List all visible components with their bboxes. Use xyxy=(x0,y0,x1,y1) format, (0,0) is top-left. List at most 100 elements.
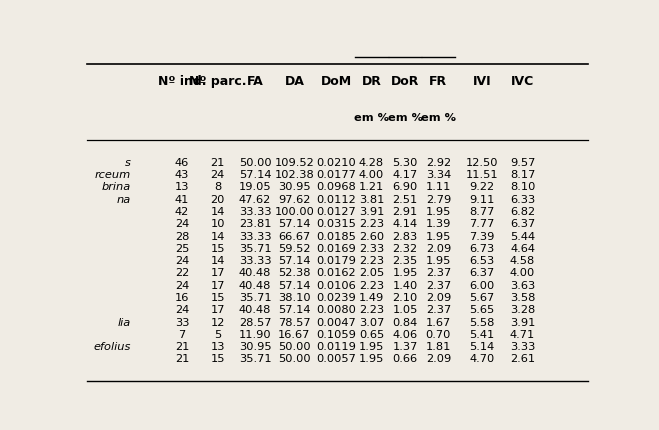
Text: 102.38: 102.38 xyxy=(274,170,314,180)
Text: 42: 42 xyxy=(175,206,189,217)
Text: 57.14: 57.14 xyxy=(278,255,310,265)
Text: 7: 7 xyxy=(179,329,186,339)
Text: 1.95: 1.95 xyxy=(426,231,451,241)
Text: 11.51: 11.51 xyxy=(465,170,498,180)
Text: DoR: DoR xyxy=(391,75,419,88)
Text: 35.71: 35.71 xyxy=(239,292,272,302)
Text: 9.22: 9.22 xyxy=(469,182,494,192)
Text: 1.49: 1.49 xyxy=(358,292,384,302)
Text: 0.0169: 0.0169 xyxy=(316,243,356,253)
Text: 1.67: 1.67 xyxy=(426,317,451,327)
Text: 6.53: 6.53 xyxy=(469,255,494,265)
Text: 5.67: 5.67 xyxy=(469,292,494,302)
Text: 20: 20 xyxy=(210,194,225,204)
Text: 43: 43 xyxy=(175,170,189,180)
Text: 3.34: 3.34 xyxy=(426,170,451,180)
Text: 9.11: 9.11 xyxy=(469,194,494,204)
Text: em %: em % xyxy=(421,113,456,123)
Text: 40.48: 40.48 xyxy=(239,268,272,278)
Text: 3.33: 3.33 xyxy=(510,341,535,351)
Text: 6.73: 6.73 xyxy=(469,243,494,253)
Text: 24: 24 xyxy=(175,304,189,314)
Text: 3.91: 3.91 xyxy=(510,317,535,327)
Text: 46: 46 xyxy=(175,157,189,168)
Text: em %: em % xyxy=(354,113,389,123)
Text: 24: 24 xyxy=(175,219,189,229)
Text: 59.52: 59.52 xyxy=(278,243,310,253)
Text: 7.77: 7.77 xyxy=(469,219,494,229)
Text: 35.71: 35.71 xyxy=(239,353,272,363)
Text: 28.57: 28.57 xyxy=(239,317,272,327)
Text: 13: 13 xyxy=(175,182,189,192)
Text: s: s xyxy=(125,157,131,168)
Text: 3.81: 3.81 xyxy=(358,194,384,204)
Text: 4.71: 4.71 xyxy=(510,329,535,339)
Text: 22: 22 xyxy=(175,268,189,278)
Text: 5.14: 5.14 xyxy=(469,341,494,351)
Text: 57.14: 57.14 xyxy=(278,219,310,229)
Text: 12: 12 xyxy=(210,317,225,327)
Text: 50.00: 50.00 xyxy=(278,341,310,351)
Text: 6.90: 6.90 xyxy=(393,182,418,192)
Text: 0.0119: 0.0119 xyxy=(316,341,356,351)
Text: 0.0112: 0.0112 xyxy=(316,194,356,204)
Text: 109.52: 109.52 xyxy=(274,157,314,168)
Text: 0.0106: 0.0106 xyxy=(316,280,356,290)
Text: DR: DR xyxy=(362,75,382,88)
Text: 7.39: 7.39 xyxy=(469,231,494,241)
Text: 5.65: 5.65 xyxy=(469,304,494,314)
Text: 2.92: 2.92 xyxy=(426,157,451,168)
Text: 0.0179: 0.0179 xyxy=(316,255,356,265)
Text: 3.63: 3.63 xyxy=(510,280,535,290)
Text: 1.21: 1.21 xyxy=(358,182,384,192)
Text: 33.33: 33.33 xyxy=(239,255,272,265)
Text: DA: DA xyxy=(285,75,304,88)
Text: lia: lia xyxy=(118,317,131,327)
Text: 0.0239: 0.0239 xyxy=(316,292,356,302)
Text: 8.77: 8.77 xyxy=(469,206,494,217)
Text: 17: 17 xyxy=(210,280,225,290)
Text: 4.58: 4.58 xyxy=(510,255,535,265)
Text: 0.0968: 0.0968 xyxy=(316,182,356,192)
Text: 0.0177: 0.0177 xyxy=(316,170,356,180)
Text: 6.82: 6.82 xyxy=(510,206,535,217)
Text: 2.35: 2.35 xyxy=(393,255,418,265)
Text: 78.57: 78.57 xyxy=(278,317,310,327)
Text: 0.0047: 0.0047 xyxy=(316,317,356,327)
Text: 100.00: 100.00 xyxy=(274,206,314,217)
Text: 19.05: 19.05 xyxy=(239,182,272,192)
Text: 15: 15 xyxy=(210,353,225,363)
Text: 2.09: 2.09 xyxy=(426,353,451,363)
Text: 2.33: 2.33 xyxy=(358,243,384,253)
Text: 17: 17 xyxy=(210,304,225,314)
Text: 1.95: 1.95 xyxy=(426,255,451,265)
Text: Nº ind.: Nº ind. xyxy=(158,75,206,88)
Text: 11.90: 11.90 xyxy=(239,329,272,339)
Text: 0.84: 0.84 xyxy=(393,317,418,327)
Text: 24: 24 xyxy=(175,255,189,265)
Text: 2.79: 2.79 xyxy=(426,194,451,204)
Text: 3.28: 3.28 xyxy=(510,304,535,314)
Text: 2.61: 2.61 xyxy=(510,353,535,363)
Text: 57.14: 57.14 xyxy=(278,280,310,290)
Text: 0.0185: 0.0185 xyxy=(316,231,356,241)
Text: 24: 24 xyxy=(175,280,189,290)
Text: 2.60: 2.60 xyxy=(359,231,384,241)
Text: na: na xyxy=(117,194,131,204)
Text: 2.32: 2.32 xyxy=(393,243,418,253)
Text: 2.23: 2.23 xyxy=(359,219,384,229)
Text: 16: 16 xyxy=(175,292,189,302)
Text: 4.28: 4.28 xyxy=(359,157,384,168)
Text: 2.05: 2.05 xyxy=(358,268,384,278)
Text: 1.39: 1.39 xyxy=(426,219,451,229)
Text: 1.81: 1.81 xyxy=(426,341,451,351)
Text: 8.17: 8.17 xyxy=(510,170,535,180)
Text: 8.10: 8.10 xyxy=(510,182,535,192)
Text: rceum: rceum xyxy=(95,170,131,180)
Text: 5.41: 5.41 xyxy=(469,329,494,339)
Text: 2.83: 2.83 xyxy=(393,231,418,241)
Text: 25: 25 xyxy=(175,243,189,253)
Text: 4.17: 4.17 xyxy=(393,170,418,180)
Text: 15: 15 xyxy=(210,292,225,302)
Text: 2.51: 2.51 xyxy=(393,194,418,204)
